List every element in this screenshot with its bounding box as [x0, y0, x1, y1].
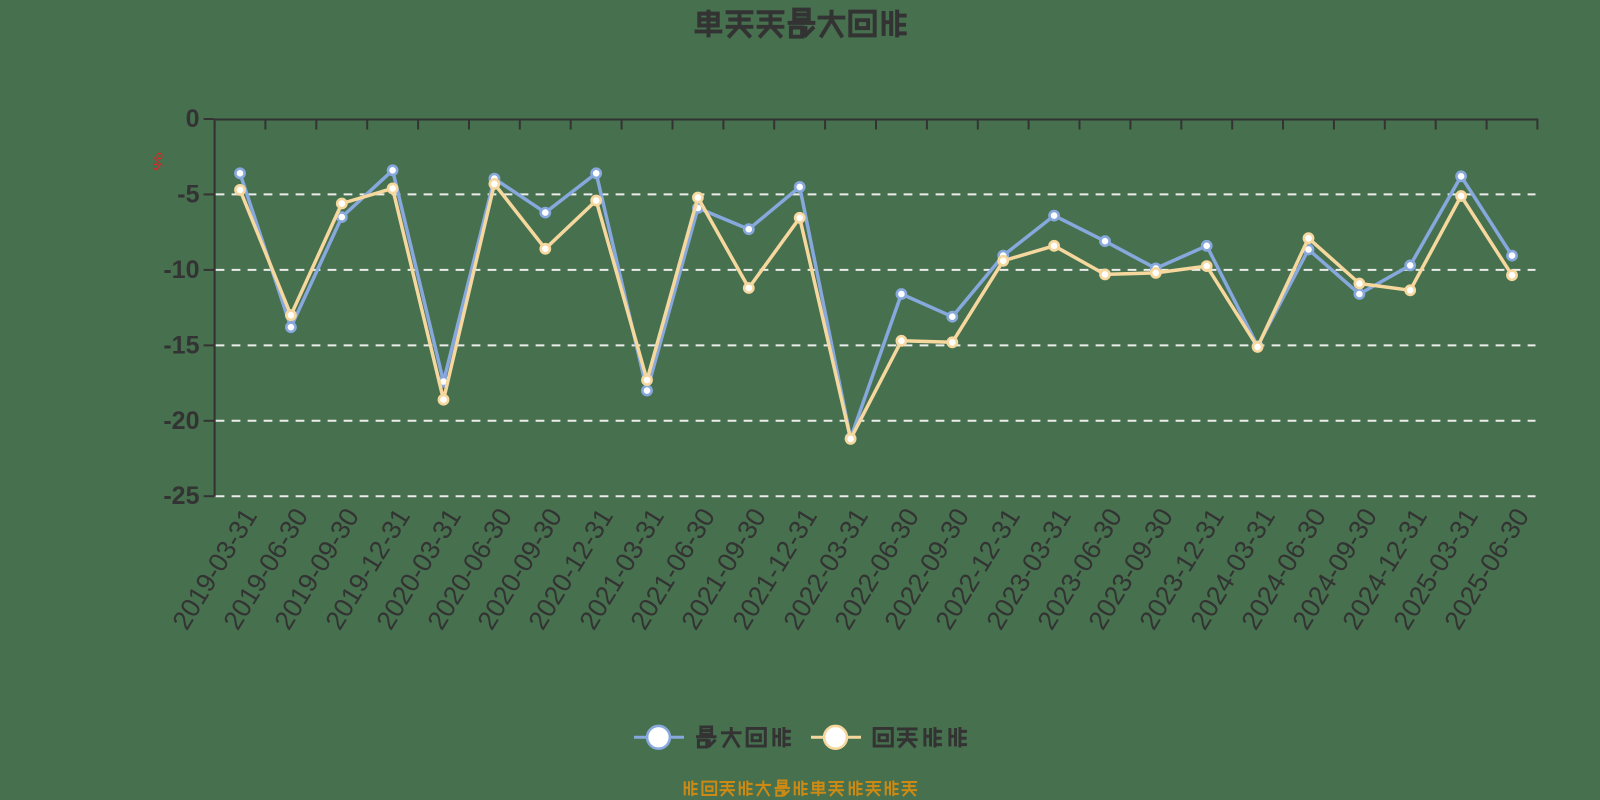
svg-text:-5: -5 [177, 180, 199, 208]
svg-text:-15: -15 [163, 331, 199, 359]
svg-text:0: 0 [186, 105, 200, 133]
svg-text:-25: -25 [163, 482, 199, 510]
svg-text:-10: -10 [163, 256, 199, 284]
svg-text:%: % [150, 152, 166, 171]
svg-text:-20: -20 [163, 407, 199, 435]
